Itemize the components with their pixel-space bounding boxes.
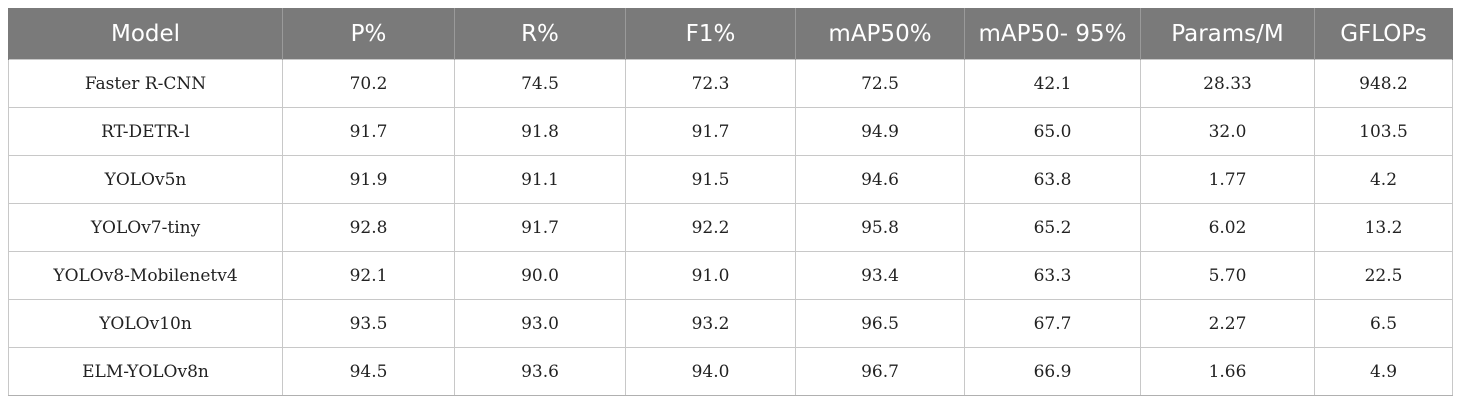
cell-f1: 72.3 bbox=[625, 59, 796, 108]
cell-f1: 92.2 bbox=[625, 203, 796, 252]
cell-map50: 94.9 bbox=[795, 107, 965, 156]
cell-recall: 93.0 bbox=[454, 299, 626, 348]
cell-map50: 93.4 bbox=[795, 251, 965, 300]
cell-map50: 96.7 bbox=[795, 347, 965, 396]
header-model: Model bbox=[8, 8, 283, 60]
cell-params: 5.70 bbox=[1140, 251, 1315, 300]
cell-gflops: 6.5 bbox=[1314, 299, 1453, 348]
cell-map50-95: 65.0 bbox=[964, 107, 1141, 156]
cell-gflops: 103.5 bbox=[1314, 107, 1453, 156]
cell-precision: 92.8 bbox=[282, 203, 455, 252]
cell-precision: 91.9 bbox=[282, 155, 455, 204]
table-row: YOLOv5n 91.9 91.1 91.5 94.6 63.8 1.77 4.… bbox=[8, 155, 1453, 204]
cell-map50-95: 65.2 bbox=[964, 203, 1141, 252]
cell-gflops: 4.9 bbox=[1314, 347, 1453, 396]
header-map50-95: mAP50- 95% bbox=[964, 8, 1141, 60]
cell-precision: 70.2 bbox=[282, 59, 455, 108]
cell-recall: 93.6 bbox=[454, 347, 626, 396]
cell-recall: 91.7 bbox=[454, 203, 626, 252]
cell-gflops: 22.5 bbox=[1314, 251, 1453, 300]
table-row: YOLOv7-tiny 92.8 91.7 92.2 95.8 65.2 6.0… bbox=[8, 203, 1453, 252]
header-f1: F1% bbox=[625, 8, 796, 60]
cell-recall: 91.8 bbox=[454, 107, 626, 156]
cell-precision: 91.7 bbox=[282, 107, 455, 156]
cell-f1: 91.7 bbox=[625, 107, 796, 156]
cell-precision: 94.5 bbox=[282, 347, 455, 396]
cell-map50: 94.6 bbox=[795, 155, 965, 204]
cell-params: 32.0 bbox=[1140, 107, 1315, 156]
cell-params: 6.02 bbox=[1140, 203, 1315, 252]
table-row: ELM-YOLOv8n 94.5 93.6 94.0 96.7 66.9 1.6… bbox=[8, 347, 1453, 396]
cell-model: YOLOv5n bbox=[8, 155, 283, 204]
cell-precision: 93.5 bbox=[282, 299, 455, 348]
cell-f1: 91.0 bbox=[625, 251, 796, 300]
cell-gflops: 13.2 bbox=[1314, 203, 1453, 252]
cell-model: YOLOv10n bbox=[8, 299, 283, 348]
cell-gflops: 4.2 bbox=[1314, 155, 1453, 204]
cell-map50-95: 67.7 bbox=[964, 299, 1141, 348]
cell-model: YOLOv8-Mobilenetv4 bbox=[8, 251, 283, 300]
header-params: Params/M bbox=[1140, 8, 1315, 60]
cell-gflops: 948.2 bbox=[1314, 59, 1453, 108]
cell-map50-95: 42.1 bbox=[964, 59, 1141, 108]
cell-map50: 72.5 bbox=[795, 59, 965, 108]
cell-recall: 91.1 bbox=[454, 155, 626, 204]
table-row: Faster R-CNN 70.2 74.5 72.3 72.5 42.1 28… bbox=[8, 59, 1453, 108]
cell-params: 28.33 bbox=[1140, 59, 1315, 108]
cell-f1: 94.0 bbox=[625, 347, 796, 396]
cell-recall: 90.0 bbox=[454, 251, 626, 300]
header-recall: R% bbox=[454, 8, 626, 60]
model-comparison-table-container: Model P% R% F1% mAP50% mAP50- 95% Params… bbox=[8, 8, 1453, 396]
table-header: Model P% R% F1% mAP50% mAP50- 95% Params… bbox=[8, 8, 1453, 60]
cell-f1: 91.5 bbox=[625, 155, 796, 204]
cell-precision: 92.1 bbox=[282, 251, 455, 300]
cell-model: YOLOv7-tiny bbox=[8, 203, 283, 252]
cell-recall: 74.5 bbox=[454, 59, 626, 108]
header-precision: P% bbox=[282, 8, 455, 60]
header-row: Model P% R% F1% mAP50% mAP50- 95% Params… bbox=[8, 8, 1453, 60]
table-row: YOLOv10n 93.5 93.0 93.2 96.5 67.7 2.27 6… bbox=[8, 299, 1453, 348]
cell-params: 1.77 bbox=[1140, 155, 1315, 204]
model-comparison-table: Model P% R% F1% mAP50% mAP50- 95% Params… bbox=[8, 8, 1453, 396]
header-gflops: GFLOPs bbox=[1314, 8, 1453, 60]
table-body: Faster R-CNN 70.2 74.5 72.3 72.5 42.1 28… bbox=[8, 59, 1453, 396]
cell-map50-95: 63.3 bbox=[964, 251, 1141, 300]
table-row: YOLOv8-Mobilenetv4 92.1 90.0 91.0 93.4 6… bbox=[8, 251, 1453, 300]
header-map50: mAP50% bbox=[795, 8, 965, 60]
table-row: RT-DETR-l 91.7 91.8 91.7 94.9 65.0 32.0 … bbox=[8, 107, 1453, 156]
cell-map50-95: 63.8 bbox=[964, 155, 1141, 204]
cell-model: RT-DETR-l bbox=[8, 107, 283, 156]
cell-map50: 95.8 bbox=[795, 203, 965, 252]
cell-params: 1.66 bbox=[1140, 347, 1315, 396]
cell-model: Faster R-CNN bbox=[8, 59, 283, 108]
cell-map50: 96.5 bbox=[795, 299, 965, 348]
cell-model: ELM-YOLOv8n bbox=[8, 347, 283, 396]
cell-map50-95: 66.9 bbox=[964, 347, 1141, 396]
cell-params: 2.27 bbox=[1140, 299, 1315, 348]
cell-f1: 93.2 bbox=[625, 299, 796, 348]
